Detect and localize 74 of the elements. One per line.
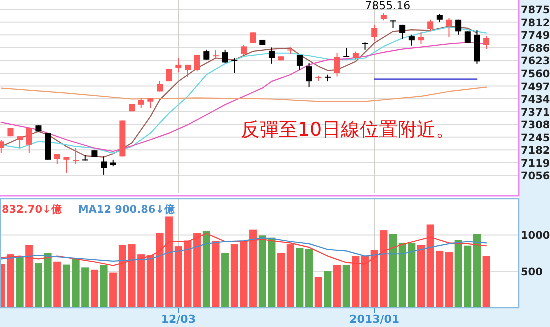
candlestick [456, 19, 462, 36]
y-tick-label: 7056 [521, 170, 550, 183]
candlestick [400, 24, 406, 40]
bar [342, 266, 350, 308]
candlestick [148, 98, 154, 109]
candlestick [64, 156, 70, 174]
candlestick [73, 148, 80, 164]
bar [390, 234, 398, 308]
y-tick-label: 7371 [521, 106, 550, 119]
candlestick [362, 42, 368, 50]
y-tick-label: 7812 [521, 17, 550, 30]
bar [278, 253, 286, 308]
candlestick [268, 47, 275, 64]
bar [54, 262, 62, 308]
candlestick [484, 36, 490, 50]
bar [26, 245, 34, 308]
x-tick-label: 2013/01 [350, 313, 400, 326]
y-tick-label: 7245 [521, 132, 550, 144]
line-series [0, 233, 488, 266]
x-tick-label: 12/03 [161, 313, 196, 326]
bar [445, 252, 453, 308]
candlestick [306, 62, 312, 88]
y-tick-label: 7119 [521, 158, 550, 170]
candlestick [54, 154, 60, 164]
candlestick [372, 24, 378, 42]
bar [324, 271, 332, 308]
candlestick [185, 64, 191, 78]
bar [212, 241, 220, 308]
y-tick-label: 7560 [521, 68, 550, 80]
y-tick-label: 7308 [521, 120, 550, 132]
y-tick-label: 7434 [521, 94, 550, 106]
candlestick [222, 49, 228, 64]
candlestick [26, 128, 32, 154]
candlestick [408, 34, 415, 46]
y-tick-label: 7497 [521, 81, 550, 94]
bar [286, 244, 294, 308]
candlestick [418, 32, 424, 45]
annotation: 7855.16 [365, 0, 411, 13]
candlestick [138, 98, 144, 109]
y-tick-label: 7182 [521, 145, 550, 158]
bar [473, 234, 481, 308]
y-tick-label: 7623 [521, 56, 550, 68]
bar [202, 231, 210, 308]
candlestick [101, 156, 108, 176]
candlestick [232, 58, 238, 74]
bar [110, 272, 118, 308]
line-series [0, 86, 488, 102]
y-tick-label: 7749 [521, 30, 550, 42]
bar [16, 256, 24, 308]
text: MA12 900.86↓億 [78, 203, 176, 216]
candlestick [240, 44, 247, 56]
candlestick [194, 54, 200, 72]
bar [482, 256, 490, 308]
candlestick [166, 68, 172, 82]
bar [90, 270, 98, 308]
text: 832.70↓億 [2, 203, 64, 216]
bar [314, 277, 322, 308]
bar [100, 266, 108, 308]
candlestick [176, 58, 182, 74]
annotation: 反彈至10日線位置附近。 [240, 119, 456, 141]
y-tick-label: 7686 [521, 42, 550, 55]
candlestick [204, 49, 210, 60]
candlestick [446, 18, 452, 38]
y-tick-label: 7875 [521, 4, 550, 17]
y-tick-label: 1000 [521, 230, 550, 242]
candlestick [17, 136, 24, 149]
bar [222, 253, 230, 308]
bar [418, 245, 425, 308]
line-series [0, 238, 488, 262]
y-tick-label: 500 [521, 266, 543, 279]
bar [334, 266, 342, 308]
candlestick [334, 52, 340, 78]
candlestick [428, 19, 434, 32]
candlestick [296, 54, 303, 71]
